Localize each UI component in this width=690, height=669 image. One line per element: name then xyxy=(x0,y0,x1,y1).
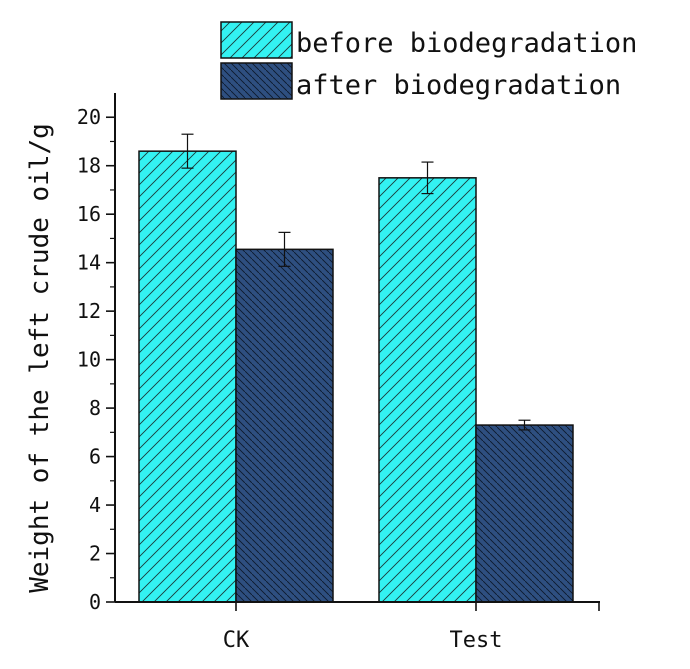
legend-label-before: before biodegradation xyxy=(296,28,637,59)
y-axis-ticks: 0 2 4 6 8 10 12 14 16 18 20 xyxy=(77,105,115,614)
y-tick-label: 4 xyxy=(89,493,101,517)
y-tick-label: 2 xyxy=(89,542,101,566)
bar-ck-after xyxy=(235,248,334,603)
legend: before biodegradation after biodegradati… xyxy=(220,21,637,101)
x-tick-label: Test xyxy=(450,628,503,653)
x-tick-label: CK xyxy=(223,628,250,653)
y-tick-label: 20 xyxy=(77,105,101,129)
y-tick-label: 10 xyxy=(77,348,101,372)
y-axis-title: Weight of the left crude oil/g xyxy=(25,123,55,593)
bars xyxy=(138,150,574,603)
y-tick-label: 14 xyxy=(77,251,101,275)
y-tick-label: 0 xyxy=(89,590,101,614)
legend-label-after: after biodegradation xyxy=(296,70,621,101)
bar-test-before xyxy=(378,177,477,603)
legend-swatch-after xyxy=(220,62,293,100)
y-tick-label: 12 xyxy=(77,299,101,323)
y-tick-label: 6 xyxy=(89,445,101,469)
y-tick-label: 18 xyxy=(77,154,101,178)
legend-item-after: after biodegradation xyxy=(220,62,621,101)
error-bars xyxy=(181,133,531,431)
bar-test-after xyxy=(475,424,574,603)
legend-swatch-before xyxy=(220,21,293,59)
y-tick-label: 16 xyxy=(77,202,101,226)
legend-item-before: before biodegradation xyxy=(220,21,637,59)
y-tick-label: 8 xyxy=(89,396,101,420)
x-axis-ticks: CK Test xyxy=(223,602,600,653)
bar-ck-before xyxy=(138,150,237,603)
